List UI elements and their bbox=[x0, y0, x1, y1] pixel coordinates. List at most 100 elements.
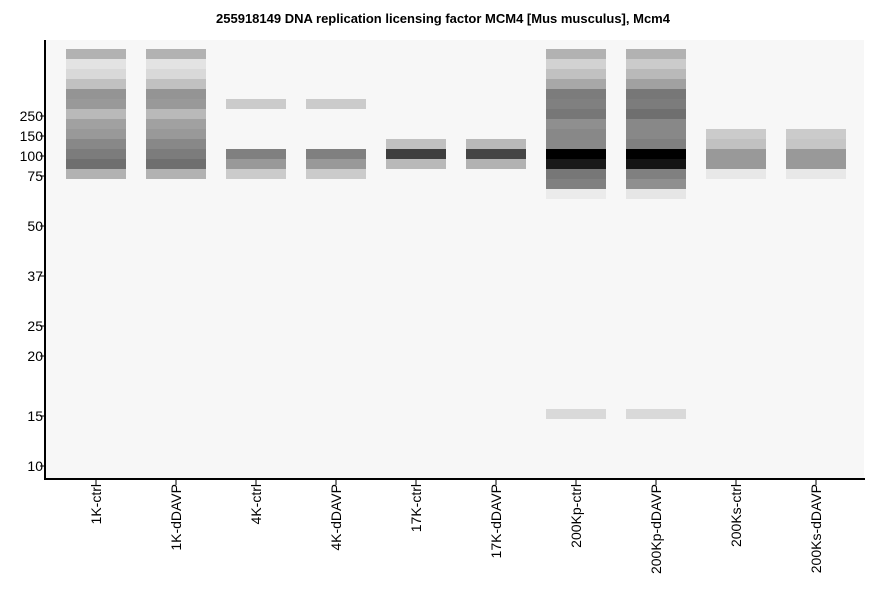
band-lane-7-row-12 bbox=[546, 159, 606, 169]
band-lane-8-row-5 bbox=[626, 89, 686, 99]
band-lane-8-row-1 bbox=[626, 49, 686, 59]
band-lane-10-row-10 bbox=[786, 139, 846, 149]
band-lane-2-row-9 bbox=[146, 129, 206, 139]
band-lane-8-row-6 bbox=[626, 99, 686, 109]
band-lane-8-row-15 bbox=[626, 189, 686, 199]
band-lane-10-row-11 bbox=[786, 149, 846, 159]
band-lane-8-row-12 bbox=[626, 159, 686, 169]
band-lane-9-row-12 bbox=[706, 159, 766, 169]
band-lane-8-row-13 bbox=[626, 169, 686, 179]
band-lane-7-row-8 bbox=[546, 119, 606, 129]
band-lane-7-row-2 bbox=[546, 59, 606, 69]
band-lane-7-row-3 bbox=[546, 69, 606, 79]
band-lane-8-row-7 bbox=[626, 109, 686, 119]
y-tick-label: 250 bbox=[20, 108, 44, 124]
band-lane-3-row-6 bbox=[226, 99, 286, 109]
band-lane-9-row-13 bbox=[706, 169, 766, 179]
y-tick-label: 25 bbox=[27, 318, 43, 334]
chart-title: 255918149 DNA replication licensing fact… bbox=[216, 11, 670, 26]
band-lane-1-row-4 bbox=[66, 79, 126, 89]
band-lane-7-row-6 bbox=[546, 99, 606, 109]
band-lane-8-row-3 bbox=[626, 69, 686, 79]
band-lane-9-row-9 bbox=[706, 129, 766, 139]
band-lane-7-row-37 bbox=[546, 409, 606, 419]
band-lane-2-row-12 bbox=[146, 159, 206, 169]
band-lane-7-row-4 bbox=[546, 79, 606, 89]
lane-label: 4K-dDAVP bbox=[328, 484, 344, 551]
band-lane-4-row-6 bbox=[306, 99, 366, 109]
lane-label: 200Ks-dDAVP bbox=[808, 484, 824, 573]
band-lane-5-row-10 bbox=[386, 139, 446, 149]
lane-label: 1K-ctrl bbox=[88, 484, 104, 524]
y-tick-label: 37 bbox=[27, 268, 43, 284]
band-lane-8-row-9 bbox=[626, 129, 686, 139]
y-tick-label: 50 bbox=[27, 218, 43, 234]
band-lane-2-row-10 bbox=[146, 139, 206, 149]
band-lane-6-row-12 bbox=[466, 159, 526, 169]
band-lane-1-row-11 bbox=[66, 149, 126, 159]
band-lane-8-row-10 bbox=[626, 139, 686, 149]
y-tick-label: 10 bbox=[27, 458, 43, 474]
band-lane-4-row-13 bbox=[306, 169, 366, 179]
band-lane-2-row-6 bbox=[146, 99, 206, 109]
lane-label: 200Ks-ctrl bbox=[728, 484, 744, 547]
band-lane-7-row-7 bbox=[546, 109, 606, 119]
band-lane-2-row-13 bbox=[146, 169, 206, 179]
band-lane-2-row-11 bbox=[146, 149, 206, 159]
band-lane-1-row-3 bbox=[66, 69, 126, 79]
band-lane-9-row-11 bbox=[706, 149, 766, 159]
band-lane-1-row-8 bbox=[66, 119, 126, 129]
lane-label: 200Kp-ctrl bbox=[568, 484, 584, 548]
band-lane-6-row-11 bbox=[466, 149, 526, 159]
band-lane-1-row-10 bbox=[66, 139, 126, 149]
band-lane-7-row-11 bbox=[546, 149, 606, 159]
band-lane-8-row-4 bbox=[626, 79, 686, 89]
band-lane-4-row-12 bbox=[306, 159, 366, 169]
band-lane-8-row-14 bbox=[626, 179, 686, 189]
band-lane-6-row-10 bbox=[466, 139, 526, 149]
band-lane-1-row-6 bbox=[66, 99, 126, 109]
band-lane-8-row-2 bbox=[626, 59, 686, 69]
y-tick-label: 100 bbox=[20, 148, 44, 164]
band-lane-9-row-10 bbox=[706, 139, 766, 149]
y-tick-label: 15 bbox=[27, 408, 43, 424]
band-lane-2-row-2 bbox=[146, 59, 206, 69]
band-lane-1-row-13 bbox=[66, 169, 126, 179]
band-lane-7-row-9 bbox=[546, 129, 606, 139]
band-lane-5-row-12 bbox=[386, 159, 446, 169]
band-lane-1-row-5 bbox=[66, 89, 126, 99]
band-lane-7-row-5 bbox=[546, 89, 606, 99]
lane-label: 17K-ctrl bbox=[408, 484, 424, 532]
band-lane-2-row-4 bbox=[146, 79, 206, 89]
lane-label: 200Kp-dDAVP bbox=[648, 484, 664, 574]
band-lane-1-row-1 bbox=[66, 49, 126, 59]
band-lane-1-row-12 bbox=[66, 159, 126, 169]
band-lane-8-row-11 bbox=[626, 149, 686, 159]
y-ticks: 250 150 100 75 50 37 25 20 15 10 bbox=[20, 108, 45, 474]
y-tick-label: 75 bbox=[27, 168, 43, 184]
band-lane-2-row-7 bbox=[146, 109, 206, 119]
lane-label: 1K-dDAVP bbox=[168, 484, 184, 551]
band-lane-4-row-11 bbox=[306, 149, 366, 159]
band-lane-2-row-8 bbox=[146, 119, 206, 129]
band-lane-3-row-13 bbox=[226, 169, 286, 179]
band-lane-10-row-9 bbox=[786, 129, 846, 139]
lane-label: 4K-ctrl bbox=[248, 484, 264, 524]
band-lane-1-row-9 bbox=[66, 129, 126, 139]
band-lane-10-row-13 bbox=[786, 169, 846, 179]
band-lane-10-row-12 bbox=[786, 159, 846, 169]
band-lane-7-row-10 bbox=[546, 139, 606, 149]
band-lane-2-row-3 bbox=[146, 69, 206, 79]
band-lane-5-row-11 bbox=[386, 149, 446, 159]
band-lane-7-row-13 bbox=[546, 169, 606, 179]
band-lane-3-row-12 bbox=[226, 159, 286, 169]
band-lane-1-row-7 bbox=[66, 109, 126, 119]
y-tick-label: 20 bbox=[27, 348, 43, 364]
band-lane-2-row-5 bbox=[146, 89, 206, 99]
bands-layer bbox=[66, 49, 846, 419]
band-lane-7-row-1 bbox=[546, 49, 606, 59]
lane-labels: 1K-ctrl 1K-dDAVP 4K-ctrl 4K-dDAVP 17K-ctrl 17… bbox=[88, 480, 824, 574]
band-lane-8-row-37 bbox=[626, 409, 686, 419]
band-lane-7-row-15 bbox=[546, 189, 606, 199]
